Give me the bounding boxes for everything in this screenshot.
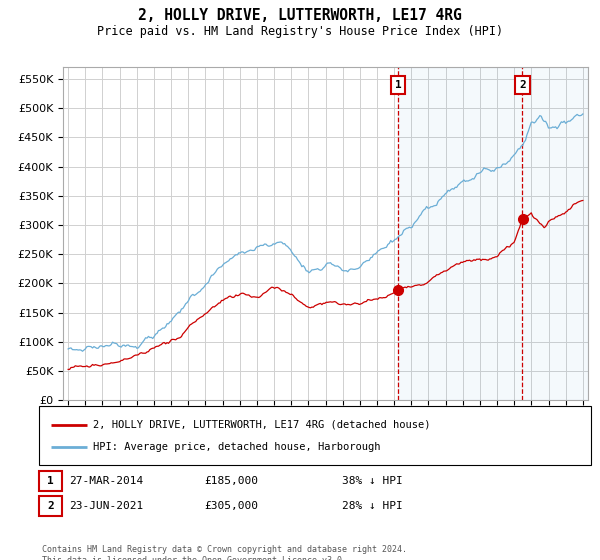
Text: 2, HOLLY DRIVE, LUTTERWORTH, LE17 4RG: 2, HOLLY DRIVE, LUTTERWORTH, LE17 4RG <box>138 8 462 24</box>
Text: 38% ↓ HPI: 38% ↓ HPI <box>342 476 403 486</box>
Text: 23-JUN-2021: 23-JUN-2021 <box>69 501 143 511</box>
Text: 1: 1 <box>47 476 54 486</box>
Text: 27-MAR-2014: 27-MAR-2014 <box>69 476 143 486</box>
Bar <box>398 67 588 400</box>
Text: 28% ↓ HPI: 28% ↓ HPI <box>342 501 403 511</box>
Text: Contains HM Land Registry data © Crown copyright and database right 2024.
This d: Contains HM Land Registry data © Crown c… <box>42 545 407 560</box>
Text: 2: 2 <box>47 501 54 511</box>
Text: £185,000: £185,000 <box>204 476 258 486</box>
Text: HPI: Average price, detached house, Harborough: HPI: Average price, detached house, Harb… <box>93 442 380 452</box>
Text: 1: 1 <box>395 80 401 90</box>
Text: £305,000: £305,000 <box>204 501 258 511</box>
Text: 2, HOLLY DRIVE, LUTTERWORTH, LE17 4RG (detached house): 2, HOLLY DRIVE, LUTTERWORTH, LE17 4RG (d… <box>93 420 431 430</box>
Text: Price paid vs. HM Land Registry's House Price Index (HPI): Price paid vs. HM Land Registry's House … <box>97 25 503 38</box>
Text: 2: 2 <box>519 80 526 90</box>
